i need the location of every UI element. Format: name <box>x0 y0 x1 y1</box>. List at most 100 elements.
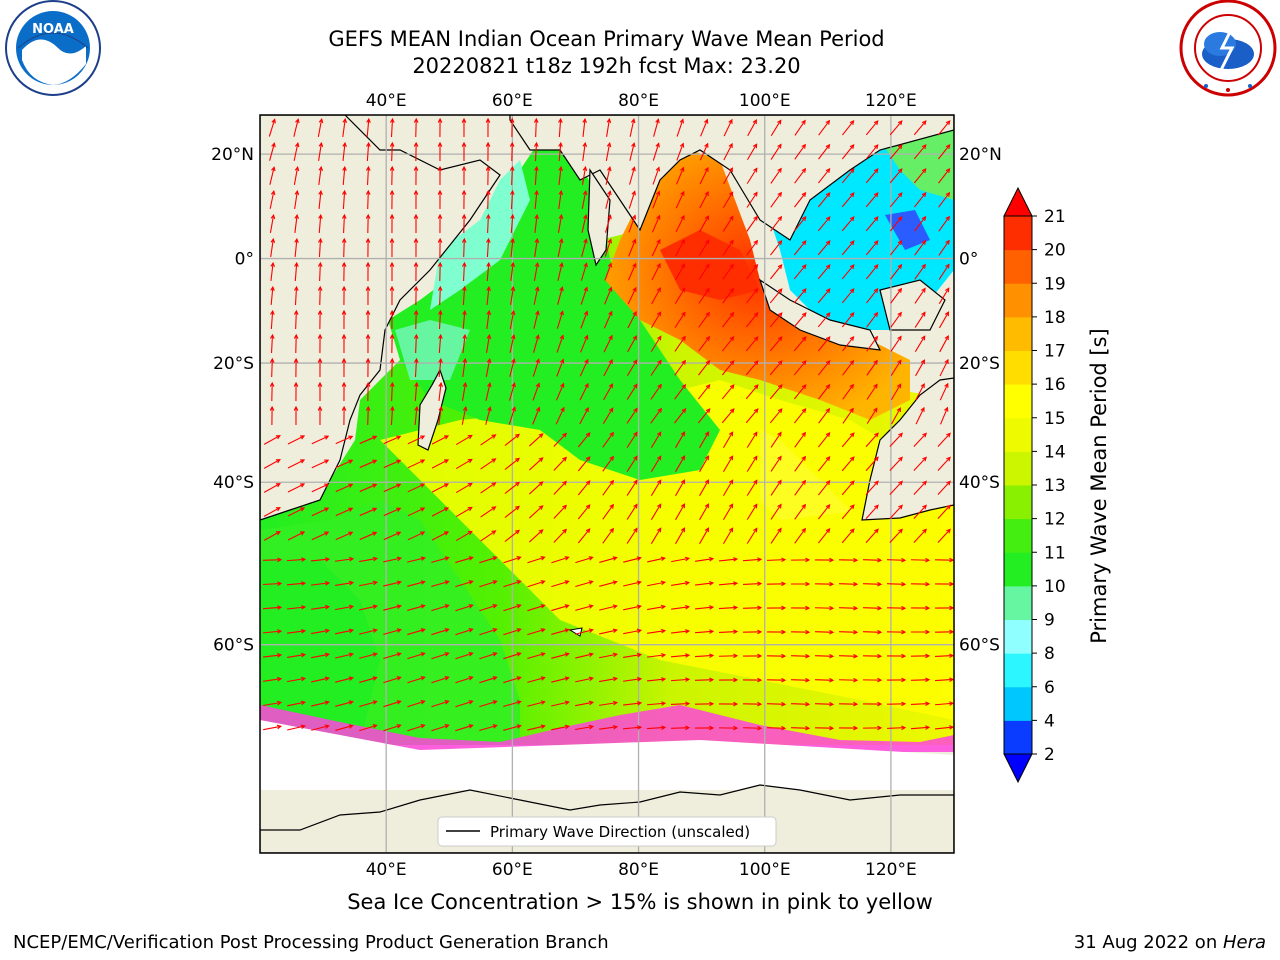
direction-arrow <box>503 556 522 564</box>
direction-arrow <box>366 141 371 162</box>
direction-arrow <box>841 432 855 448</box>
direction-arrow <box>479 652 498 660</box>
direction-arrow <box>722 263 734 280</box>
direction-arrow <box>553 528 568 543</box>
direction-arrow <box>718 581 739 586</box>
direction-arrow <box>534 141 539 162</box>
direction-arrow <box>814 557 835 563</box>
direction-arrow <box>558 189 564 209</box>
direction-arrow <box>551 556 570 564</box>
direction-arrow <box>431 652 450 660</box>
direction-arrow <box>287 483 306 493</box>
direction-arrow <box>389 285 395 306</box>
direction-arrow <box>698 311 710 328</box>
colorbar-tick-3: 8 <box>1044 644 1055 664</box>
colorbar-tick-12: 17 <box>1044 342 1066 362</box>
direction-arrow <box>599 556 618 563</box>
title-line-1: GEFS MEAN Indian Ocean Primary Wave Mean… <box>328 27 885 51</box>
direction-arrow <box>623 628 643 635</box>
direction-arrow <box>510 261 516 281</box>
direction-arrow <box>842 407 854 424</box>
yellow-core <box>380 380 954 720</box>
direction-arrow <box>790 557 811 563</box>
direction-arrow <box>455 700 474 708</box>
direction-arrow <box>647 580 667 587</box>
direction-arrow <box>721 360 735 376</box>
direction-arrow <box>694 653 715 658</box>
colorbar-tick-10: 15 <box>1044 409 1066 429</box>
direction-arrow <box>263 483 281 493</box>
direction-arrow <box>723 167 733 185</box>
direction-arrow <box>479 676 498 684</box>
direction-arrow <box>746 143 758 161</box>
direction-arrow <box>742 653 763 659</box>
direction-arrow <box>413 165 419 186</box>
direction-arrow <box>626 503 638 520</box>
lat-tick-left-2: 20°S <box>213 354 254 374</box>
direction-arrow <box>455 556 474 564</box>
direction-arrow <box>270 237 276 257</box>
direction-arrow <box>480 530 497 542</box>
colorbar-bin-4 <box>1004 585 1032 620</box>
colorbar-bin-3 <box>1004 619 1032 654</box>
direction-arrow <box>650 359 662 376</box>
direction-arrow <box>455 434 473 446</box>
direction-arrow <box>390 117 395 138</box>
direction-arrow <box>287 459 306 469</box>
direction-arrow <box>602 503 614 520</box>
direction-arrow <box>794 143 806 160</box>
direction-arrow <box>341 285 347 306</box>
direction-arrow <box>766 629 787 635</box>
direction-arrow <box>694 701 715 707</box>
direction-arrow <box>862 605 883 611</box>
direction-arrow <box>913 456 927 471</box>
direction-arrow <box>431 724 450 732</box>
direction-arrow <box>626 383 638 400</box>
footer-host: Hera <box>1222 932 1266 953</box>
direction-arrow <box>462 357 468 377</box>
colorbar-tick-15: 20 <box>1044 241 1066 261</box>
direction-arrow <box>699 431 710 449</box>
footer-branch: NCEP/EMC/Verification Post Processing Pr… <box>13 932 609 953</box>
direction-arrow <box>841 504 855 520</box>
direction-arrow <box>431 628 450 636</box>
direction-arrow <box>262 629 283 634</box>
colorbar-over-arrow <box>1003 186 1033 217</box>
nws-logo <box>1179 0 1277 97</box>
direction-arrow <box>605 166 612 185</box>
direction-arrow <box>629 166 636 185</box>
direction-arrow <box>794 431 806 448</box>
direction-arrow <box>718 557 739 562</box>
direction-arrow <box>359 604 378 611</box>
direction-arrow <box>934 605 954 611</box>
direction-arrow <box>311 531 330 541</box>
direction-arrow <box>407 724 426 732</box>
direction-arrow <box>889 168 903 184</box>
direction-arrow <box>865 168 879 184</box>
direction-arrow <box>335 652 354 659</box>
colorbar-tick-9: 14 <box>1044 442 1066 462</box>
direction-arrow <box>599 700 619 706</box>
direction-arrow <box>910 677 931 683</box>
direction-arrow <box>294 213 299 233</box>
direction-arrow <box>674 359 686 376</box>
direction-arrow <box>455 506 473 518</box>
direction-arrow <box>383 676 402 684</box>
direction-arrow <box>335 435 354 445</box>
direction-arrow <box>769 312 783 328</box>
direction-arrow <box>647 628 667 634</box>
colorbar-bin-7 <box>1004 485 1032 520</box>
direction-arrow <box>599 724 619 730</box>
direction-arrow <box>939 311 950 329</box>
direction-arrow <box>841 528 855 544</box>
direction-arrow <box>527 676 546 683</box>
direction-arrow <box>676 166 685 185</box>
direction-arrow <box>383 483 402 493</box>
direction-arrow <box>365 285 371 306</box>
direction-arrow <box>745 312 759 328</box>
direction-arrow <box>602 431 614 448</box>
direction-arrow <box>293 381 299 402</box>
direction-arrow <box>532 382 541 401</box>
colorbar-bin-5 <box>1004 552 1032 587</box>
direction-arrow <box>913 168 927 184</box>
